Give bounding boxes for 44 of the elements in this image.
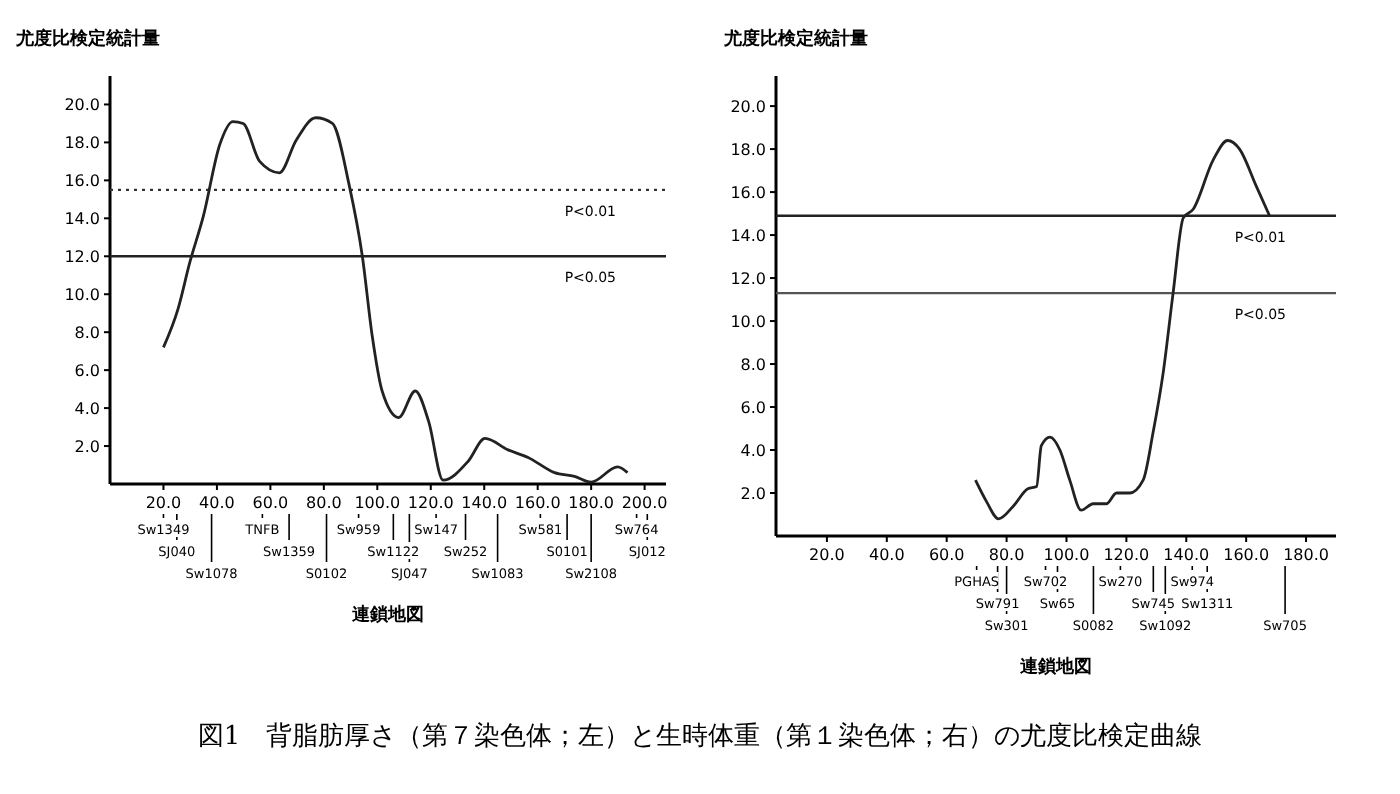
y-tick-label: 8.0 bbox=[740, 355, 766, 374]
x-tick-label: 40.0 bbox=[868, 546, 905, 564]
x-tick-label: 60.0 bbox=[928, 546, 965, 564]
x-tick-label: 100.0 bbox=[354, 494, 401, 512]
y-tick-label: 18.0 bbox=[64, 134, 100, 153]
y-tick-label: 10.0 bbox=[730, 312, 766, 331]
y-tick-label: 14.0 bbox=[730, 226, 766, 245]
y-axis-title: 尤度比検定統計量 bbox=[14, 28, 160, 50]
x-tick-label: 60.0 bbox=[252, 494, 289, 512]
y-axis-title: 尤度比検定統計量 bbox=[722, 28, 868, 50]
y-tick-label: 2.0 bbox=[74, 437, 100, 456]
x-tick-label: 180.0 bbox=[1283, 546, 1329, 564]
y-tick-label: 20.0 bbox=[64, 96, 100, 115]
y-tick-label: 12.0 bbox=[64, 247, 100, 266]
y-tick-label: 4.0 bbox=[74, 399, 100, 418]
x-tick-label: 100.0 bbox=[1043, 546, 1090, 564]
x-axis-title: 連鎖地図 bbox=[350, 604, 424, 626]
x-tick-label: 140.0 bbox=[461, 494, 508, 512]
y-tick-label: 6.0 bbox=[74, 361, 100, 380]
x-tick-label: 40.0 bbox=[199, 494, 235, 512]
caption: 図1 背脂肪厚さ（第７染色体；左）と生時体重（第１染色体；右）の尤度比検定曲線 bbox=[197, 720, 1203, 752]
y-tick-label: 20.0 bbox=[730, 97, 766, 116]
y-tick-label: 6.0 bbox=[740, 398, 766, 417]
x-tick-label: 120.0 bbox=[1103, 546, 1150, 564]
y-tick-label: 16.0 bbox=[730, 183, 766, 202]
y-tick-label: 14.0 bbox=[64, 209, 100, 228]
y-tick-label: 2.0 bbox=[740, 484, 766, 503]
x-tick-label: 140.0 bbox=[1163, 546, 1210, 564]
y-tick-label: 4.0 bbox=[740, 441, 766, 460]
x-tick-label: 80.0 bbox=[988, 546, 1025, 564]
y-tick-label: 8.0 bbox=[74, 323, 100, 342]
x-tick-label: 20.0 bbox=[145, 494, 182, 512]
y-tick-label: 12.0 bbox=[730, 269, 766, 288]
x-tick-label: 20.0 bbox=[809, 546, 845, 564]
y-tick-label: 10.0 bbox=[64, 285, 100, 304]
x-tick-label: 200.0 bbox=[621, 494, 668, 512]
x-tick-label: 160.0 bbox=[514, 494, 561, 512]
x-axis-title: 連鎖地図 bbox=[1018, 656, 1092, 678]
x-tick-label: 80.0 bbox=[306, 494, 342, 512]
y-tick-label: 18.0 bbox=[730, 140, 766, 159]
x-tick-label: 160.0 bbox=[1223, 546, 1270, 564]
y-tick-label: 16.0 bbox=[64, 171, 100, 190]
x-tick-label: 180.0 bbox=[568, 494, 615, 512]
x-tick-label: 120.0 bbox=[407, 494, 454, 512]
